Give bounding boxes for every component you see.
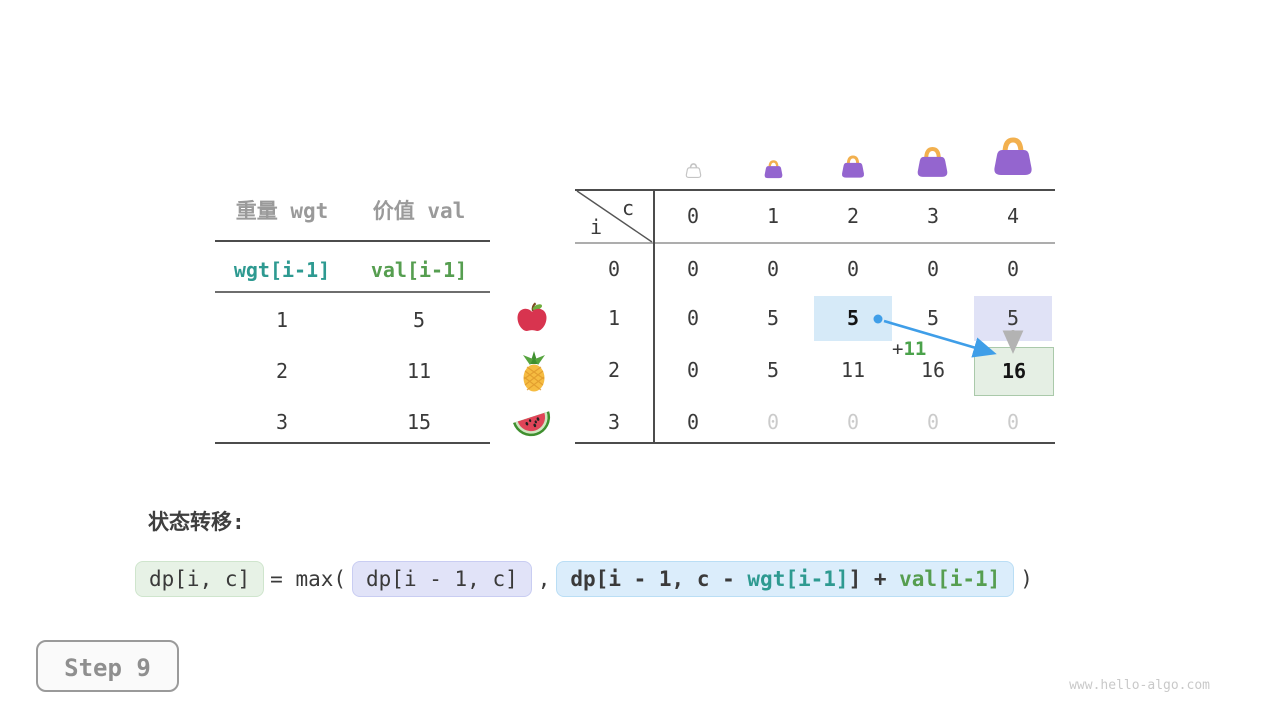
items-table-val-index: val[i-1] — [370, 258, 468, 282]
dp-cell-2-0: 0 — [686, 358, 700, 382]
formula-arg2-prefix: dp[i - 1, c - — [570, 567, 748, 591]
items-table-wgt-index: wgt[i-1] — [233, 258, 331, 282]
state-transition-label: 状态转移: — [148, 510, 245, 534]
formula-equals-max: = max( — [270, 567, 347, 591]
items-table-rule-top — [215, 240, 490, 242]
formula-close-paren: ) — [1020, 567, 1033, 591]
items-table-weight-header: 重量 wgt — [235, 199, 329, 223]
watermark: www.hello-algo.com — [1069, 678, 1210, 693]
item-value: 11 — [406, 359, 432, 383]
item-weight: 2 — [275, 359, 289, 383]
dp-cell-2-2: 11 — [840, 358, 866, 382]
dp-corner-row-label: i — [590, 215, 603, 239]
dp-table-rule-vertical — [653, 189, 655, 444]
dp-row-header: 1 — [607, 306, 621, 330]
plus-value: 11 — [903, 338, 927, 360]
formula-arg2-term: dp[i - 1, c - wgt[i-1]] + val[i-1] — [556, 561, 1015, 597]
dp-cell-3-4: 0 — [1006, 410, 1020, 434]
formula-arg2-wgt: wgt[i-1] — [747, 567, 849, 591]
bag-icon-1 — [763, 159, 784, 180]
dp-cell-1-0: 0 — [686, 306, 700, 330]
dp-cell-3-0: 0 — [686, 410, 700, 434]
dp-cell-2-4-target-highlight: 16 — [974, 347, 1054, 396]
item-weight: 1 — [275, 308, 289, 332]
items-table-value-header: 价值 val — [372, 199, 466, 223]
dp-cell-3-2: 0 — [846, 410, 860, 434]
plus-value-annotation: +11 — [892, 338, 926, 360]
apple-icon — [514, 301, 550, 337]
formula-arg2-mid: ] + — [848, 567, 900, 591]
dp-table-rule-header — [575, 242, 1055, 244]
dp-col-header: 0 — [686, 204, 700, 228]
dp-cell-1-1: 5 — [766, 306, 780, 330]
dp-row-header: 3 — [607, 410, 621, 434]
formula-arg2-val: val[i-1] — [899, 567, 1001, 591]
item-weight: 3 — [275, 410, 289, 434]
dp-cell-0-0: 0 — [686, 257, 700, 281]
dp-cell-1-2-source-highlight: 5 — [814, 296, 892, 341]
dp-cell-3-1: 0 — [766, 410, 780, 434]
items-table-rule-mid — [215, 291, 490, 293]
items-table-rule-bottom — [215, 442, 490, 444]
dp-col-header: 3 — [926, 204, 940, 228]
formula-arg1-term: dp[i - 1, c] — [352, 561, 532, 597]
state-transition-formula: dp[i, c] = max( dp[i - 1, c] , dp[i - 1,… — [135, 561, 1039, 597]
dp-table-rule-top — [575, 189, 1055, 191]
dp-col-header: 1 — [766, 204, 780, 228]
dp-corner-col-label: c — [622, 196, 635, 220]
empty-bag-icon — [685, 162, 702, 179]
dp-cell-2-1: 5 — [766, 358, 780, 382]
dp-cell-1-4-above-highlight: 5 — [974, 296, 1052, 341]
pineapple-icon — [515, 350, 553, 394]
dp-corner-diagonal — [576, 190, 653, 243]
formula-comma: , — [537, 567, 551, 591]
dp-cell-0-4: 0 — [1006, 257, 1020, 281]
dp-cell-2-3: 16 — [920, 358, 946, 382]
dp-row-header: 0 — [607, 257, 621, 281]
item-value: 15 — [406, 410, 432, 434]
plus-operator: + — [892, 338, 904, 360]
dp-cell-1-3: 5 — [926, 306, 940, 330]
item-value: 5 — [412, 308, 426, 332]
dp-cell-3-3: 0 — [926, 410, 940, 434]
watermelon-icon — [509, 400, 555, 442]
dp-cell-0-3: 0 — [926, 257, 940, 281]
dp-table-rule-bottom — [575, 442, 1055, 444]
dp-cell-0-2: 0 — [846, 257, 860, 281]
bag-icon-3 — [915, 145, 950, 180]
dp-col-header: 4 — [1006, 204, 1020, 228]
step-indicator-button[interactable]: Step 9 — [36, 640, 179, 692]
bag-icon-2 — [840, 154, 866, 180]
formula-result-term: dp[i, c] — [135, 561, 265, 597]
dp-col-header: 2 — [846, 204, 860, 228]
bag-icon-4 — [991, 135, 1035, 179]
dp-cell-0-1: 0 — [766, 257, 780, 281]
dp-row-header: 2 — [607, 358, 621, 382]
